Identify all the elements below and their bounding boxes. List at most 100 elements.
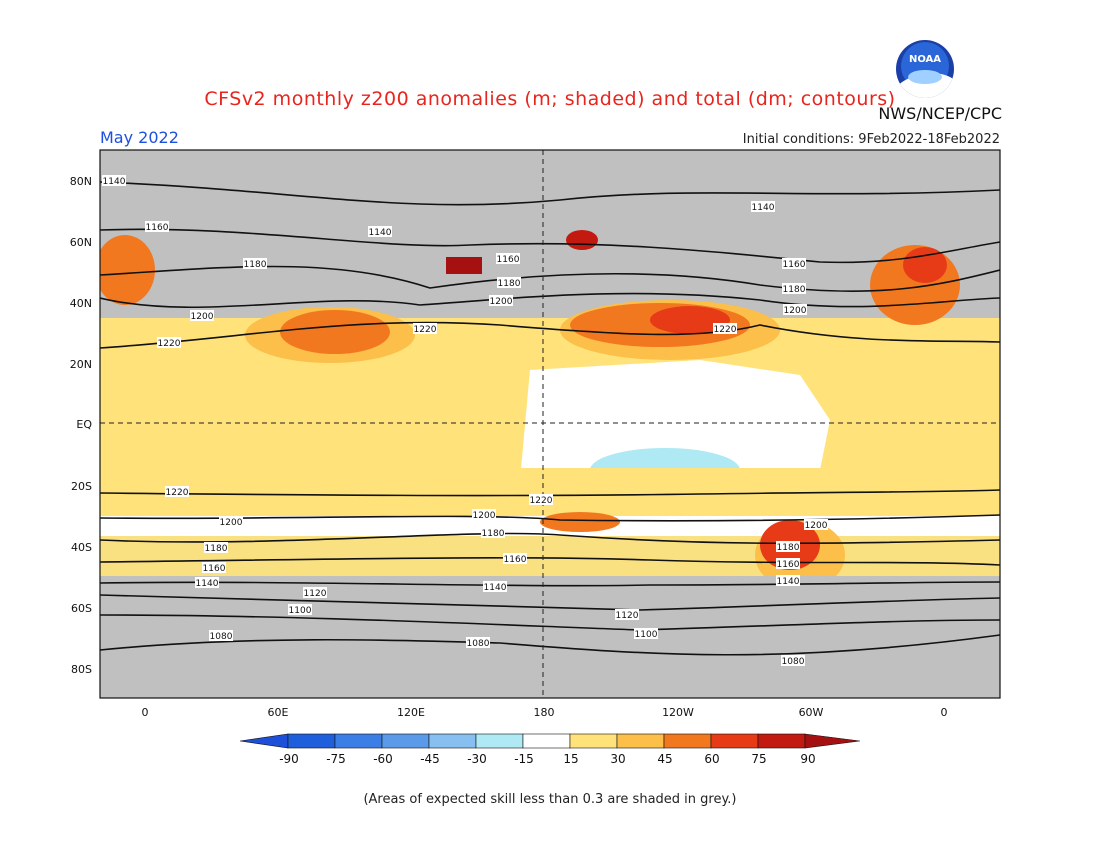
contour-label: 1140 [195,577,219,589]
svg-text:1160: 1160 [783,260,806,270]
lon-label: 180 [534,706,555,719]
colorbar-label: 45 [657,752,672,766]
contour-label: 1200 [472,509,496,521]
svg-text:1220: 1220 [158,339,181,349]
colorbar-swatch [757,733,806,749]
contour-1200-south [100,514,1000,522]
contour-label: 1140 [483,581,507,593]
svg-text:1160: 1160 [203,564,226,574]
contour-label: 1200 [219,516,243,528]
contour-label: 1140 [368,226,392,238]
contour-label: 1220 [713,323,737,335]
colorbar-swatch [616,733,665,749]
svg-text:1180: 1180 [482,529,505,539]
contour-label: 1200 [190,310,214,322]
svg-text:1180: 1180 [205,544,228,554]
colorbar-label: -45 [420,752,440,766]
lat-label: 40S [71,541,92,554]
colorbar-label: -15 [514,752,534,766]
contour-label: 1180 [782,283,806,295]
contour-1100-south [100,614,1000,631]
lat-label: 40N [70,297,92,310]
lat-labels: 80N 60N 40N 20N EQ 20S 40S 60S 80S [70,175,93,676]
shade-grey-south [100,576,1000,698]
contour-1200-north [100,292,1000,309]
contour-label: 1080 [209,630,233,642]
contour-label: 1080 [466,637,490,649]
contour-label: 1180 [204,542,228,554]
svg-text:1140: 1140 [369,228,392,238]
svg-text:1180: 1180 [498,279,521,289]
svg-text:1160: 1160 [497,255,520,265]
colorbar-swatch [475,733,524,749]
lat-label: 20S [71,480,92,493]
lon-label: 60E [268,706,289,719]
contour-label: 1120 [303,587,327,599]
svg-text:1100: 1100 [635,630,658,640]
colorbar-swatch [334,733,383,749]
contour-label: 1100 [634,628,658,640]
colorbar-high-arrow [804,733,861,749]
contour-label: 1180 [481,527,505,539]
svg-text:1220: 1220 [714,325,737,335]
shade-darkred-japan [446,257,482,274]
svg-text:1080: 1080 [467,639,490,649]
colorbar-label: 75 [751,752,766,766]
colorbar-label: 90 [800,752,815,766]
forecast-month: May 2022 [100,128,179,147]
contour-label: 1220 [157,337,181,349]
colorbar-swatch [710,733,759,749]
svg-text:1220: 1220 [530,496,553,506]
lon-label: 0 [142,706,149,719]
colorbar-label: -60 [373,752,393,766]
svg-text:1140: 1140 [196,579,219,589]
svg-text:1160: 1160 [146,223,169,233]
contour-1140-north [100,181,1000,206]
contour-1160-north [100,228,1000,264]
lat-label: EQ [76,418,92,431]
contour-label: 1200 [783,304,807,316]
svg-text:1220: 1220 [414,325,437,335]
colorbar-label: 30 [610,752,625,766]
colorbar-swatch [569,733,618,749]
colorbar-low-arrow [239,733,289,749]
contour-1080-south [100,634,1000,656]
lon-label: 120W [662,706,694,719]
svg-text:1200: 1200 [191,312,214,322]
logo-text: NOAA [908,54,942,65]
lat-label: 60N [70,236,92,249]
svg-text:1140: 1140 [484,583,507,593]
contour-label: 1120 [615,609,639,621]
contour-label: 1200 [804,519,828,531]
lon-label: 60W [799,706,824,719]
svg-text:1200: 1200 [473,511,496,521]
svg-text:1160: 1160 [777,560,800,570]
contour-1140-south [100,581,1000,587]
noaa-logo-icon: NOAA [896,40,954,98]
contour-label: 1180 [776,541,800,553]
contour-label: 1180 [497,277,521,289]
colorbar-label: 60 [704,752,719,766]
svg-text:1200: 1200 [784,306,807,316]
noaa-bird-icon [908,70,942,84]
colorbar-swatch [428,733,477,749]
contour-label: 1200 [489,295,513,307]
lon-label: 0 [941,706,948,719]
lon-labels: 0 60E 120E 180 120W 60W 0 [142,706,948,719]
contour-lines [100,181,1000,656]
colorbar-swatch [522,733,571,749]
svg-text:1180: 1180 [783,285,806,295]
contour-labels: 1140 1160 1180 1200 1220 1220 1200 1180 … [102,175,828,667]
svg-text:1200: 1200 [220,518,243,528]
contour-label: 1140 [776,575,800,587]
colorbar-label: -75 [326,752,346,766]
shade-red-europe [100,235,155,305]
colorbar: -90 -75 -60 -45 -30 -15 15 30 45 60 75 9… [239,733,861,766]
svg-text:1180: 1180 [777,543,800,553]
colorbar-label: -90 [279,752,299,766]
lat-label: 60S [71,602,92,615]
svg-text:1140: 1140 [103,177,126,187]
svg-text:1140: 1140 [752,203,775,213]
shade-white-tropics [520,360,830,492]
colorbar-label: -30 [467,752,487,766]
